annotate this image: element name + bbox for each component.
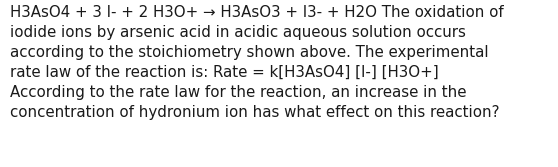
Text: H3AsO4 + 3 I- + 2 H3O+ → H3AsO3 + I3- + H2O The oxidation of
iodide ions by arse: H3AsO4 + 3 I- + 2 H3O+ → H3AsO3 + I3- + … — [10, 5, 504, 120]
